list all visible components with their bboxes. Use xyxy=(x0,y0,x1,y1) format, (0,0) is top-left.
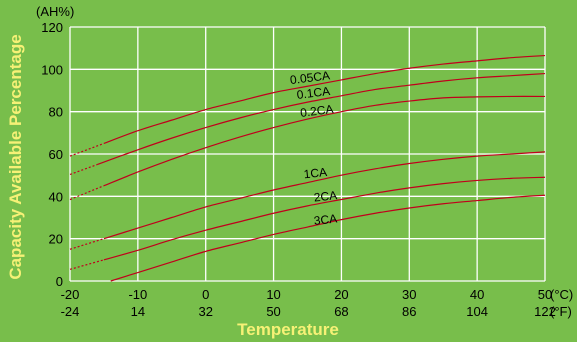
x-tick-label-fahrenheit: -24 xyxy=(61,304,80,319)
x-tick-label-fahrenheit: 14 xyxy=(131,304,145,319)
y-axis-title: Capacity Available Percentage xyxy=(6,34,25,279)
x-tick-label-fahrenheit: 104 xyxy=(466,304,488,319)
x-tick-label-celsius: 10 xyxy=(266,287,280,302)
x-tick-label-fahrenheit: 86 xyxy=(402,304,416,319)
x-tick-label-fahrenheit: 68 xyxy=(334,304,348,319)
x-tick-label-celsius: 0 xyxy=(202,287,209,302)
series-label: 2CA xyxy=(313,188,338,204)
x-unit-fahrenheit: (°F) xyxy=(550,304,572,319)
series-label: 1CA xyxy=(303,165,328,181)
y-tick-label: 100 xyxy=(41,62,63,77)
x-unit-celsius: (°C) xyxy=(550,287,573,302)
y-tick-label: 120 xyxy=(41,20,63,35)
y-tick-label: 80 xyxy=(49,105,63,120)
y-tick-label: 40 xyxy=(49,189,63,204)
x-tick-label-fahrenheit: 32 xyxy=(198,304,212,319)
x-tick-label-celsius: -10 xyxy=(128,287,147,302)
x-axis-title: Temperature xyxy=(237,320,339,339)
x-tick-label-celsius: 30 xyxy=(402,287,416,302)
y-tick-label: 20 xyxy=(49,232,63,247)
x-tick-label-celsius: -20 xyxy=(61,287,80,302)
y-tick-label: 60 xyxy=(49,147,63,162)
x-tick-label-celsius: 40 xyxy=(470,287,484,302)
x-tick-label-fahrenheit: 50 xyxy=(266,304,280,319)
y-unit-label: (AH%) xyxy=(36,4,74,19)
x-tick-label-celsius: 20 xyxy=(334,287,348,302)
series-label: 3CA xyxy=(313,212,338,228)
